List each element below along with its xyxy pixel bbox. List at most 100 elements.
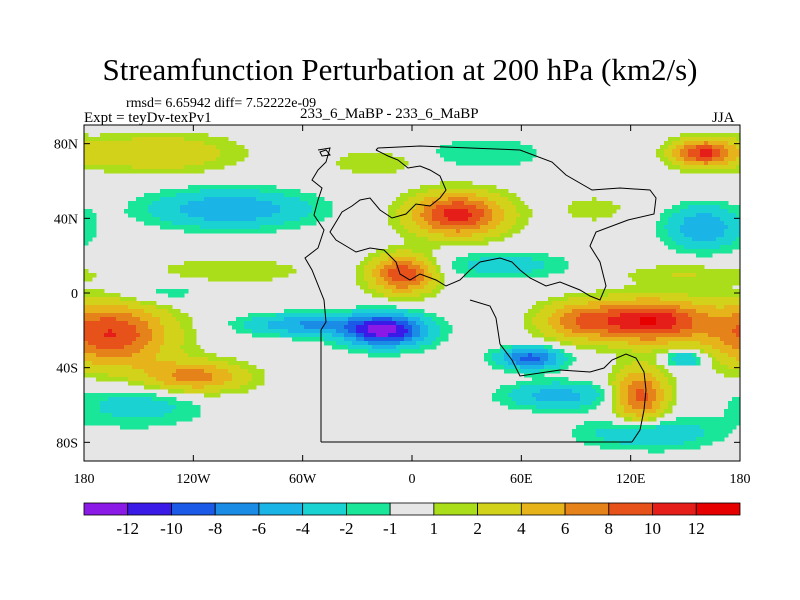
- field-cell: [332, 337, 337, 342]
- field-cell: [608, 377, 613, 382]
- field-cell: [576, 305, 581, 310]
- field-cell: [92, 221, 97, 226]
- field-cell: [276, 201, 281, 206]
- field-cell: [724, 365, 729, 370]
- field-cell: [540, 365, 545, 370]
- field-cell: [728, 161, 733, 166]
- field-cell: [736, 273, 740, 278]
- field-cell: [184, 365, 189, 370]
- field-cell: [444, 233, 449, 238]
- field-cell: [620, 377, 625, 382]
- field-cell: [676, 313, 681, 318]
- field-cell: [440, 241, 445, 246]
- field-cell: [116, 137, 121, 142]
- field-cell: [692, 313, 697, 318]
- field-cell: [484, 193, 489, 198]
- field-cell: [216, 137, 221, 142]
- field-cell: [716, 273, 721, 278]
- field-cell: [480, 237, 485, 242]
- field-cell: [728, 269, 733, 274]
- field-cell: [136, 165, 141, 170]
- field-cell: [720, 169, 725, 174]
- field-cell: [440, 329, 445, 334]
- field-cell: [672, 221, 677, 226]
- field-cell: [664, 341, 669, 346]
- field-cell: [136, 313, 141, 318]
- field-cell: [452, 193, 457, 198]
- field-cell: [424, 193, 429, 198]
- field-cell: [164, 329, 169, 334]
- field-cell: [612, 309, 617, 314]
- field-cell: [680, 213, 685, 218]
- field-cell: [216, 357, 221, 362]
- field-cell: [528, 369, 533, 374]
- field-cell: [684, 321, 689, 326]
- field-cell: [168, 201, 173, 206]
- field-cell: [232, 381, 237, 386]
- field-cell: [712, 297, 717, 302]
- field-cell: [108, 329, 113, 334]
- field-cell: [712, 309, 717, 314]
- field-cell: [252, 369, 257, 374]
- field-cell: [84, 213, 89, 218]
- field-cell: [568, 381, 573, 386]
- field-cell: [260, 261, 265, 266]
- field-cell: [364, 165, 369, 170]
- field-cell: [328, 209, 333, 214]
- field-cell: [460, 265, 465, 270]
- field-cell: [184, 381, 189, 386]
- field-cell: [140, 341, 145, 346]
- field-cell: [256, 265, 261, 270]
- field-cell: [528, 353, 533, 358]
- field-cell: [736, 333, 740, 338]
- field-cell: [680, 149, 685, 154]
- field-cell: [724, 133, 729, 138]
- field-cell: [488, 253, 493, 258]
- field-cell: [172, 141, 177, 146]
- field-cell: [192, 221, 197, 226]
- field-cell: [436, 241, 441, 246]
- field-cell: [400, 249, 405, 254]
- field-cell: [148, 377, 153, 382]
- field-cell: [552, 357, 557, 362]
- field-cell: [520, 221, 525, 226]
- field-cell: [144, 213, 149, 218]
- field-cell: [568, 313, 573, 318]
- field-cell: [636, 353, 641, 358]
- field-cell: [612, 289, 617, 294]
- field-cell: [196, 345, 201, 350]
- field-cell: [332, 313, 337, 318]
- field-cell: [184, 321, 189, 326]
- field-cell: [88, 317, 93, 322]
- field-cell: [696, 245, 701, 250]
- field-cell: [564, 317, 569, 322]
- field-cell: [100, 325, 105, 330]
- field-cell: [604, 289, 609, 294]
- field-cell: [488, 189, 493, 194]
- field-cell: [716, 217, 721, 222]
- field-cell: [736, 233, 740, 238]
- field-cell: [160, 361, 165, 366]
- field-cell: [504, 233, 509, 238]
- field-cell: [672, 161, 677, 166]
- field-cell: [144, 369, 149, 374]
- field-cell: [540, 361, 545, 366]
- field-cell: [124, 301, 129, 306]
- field-cell: [140, 161, 145, 166]
- field-cell: [220, 273, 225, 278]
- field-cell: [540, 333, 545, 338]
- field-cell: [668, 305, 673, 310]
- field-cell: [488, 209, 493, 214]
- field-cell: [404, 321, 409, 326]
- field-cell: [424, 189, 429, 194]
- field-cell: [132, 141, 137, 146]
- field-cell: [196, 133, 201, 138]
- field-cell: [668, 361, 673, 366]
- field-cell: [692, 353, 697, 358]
- field-cell: [292, 209, 297, 214]
- field-cell: [384, 293, 389, 298]
- field-cell: [384, 165, 389, 170]
- field-cell: [432, 245, 437, 250]
- field-cell: [640, 289, 645, 294]
- field-cell: [92, 161, 97, 166]
